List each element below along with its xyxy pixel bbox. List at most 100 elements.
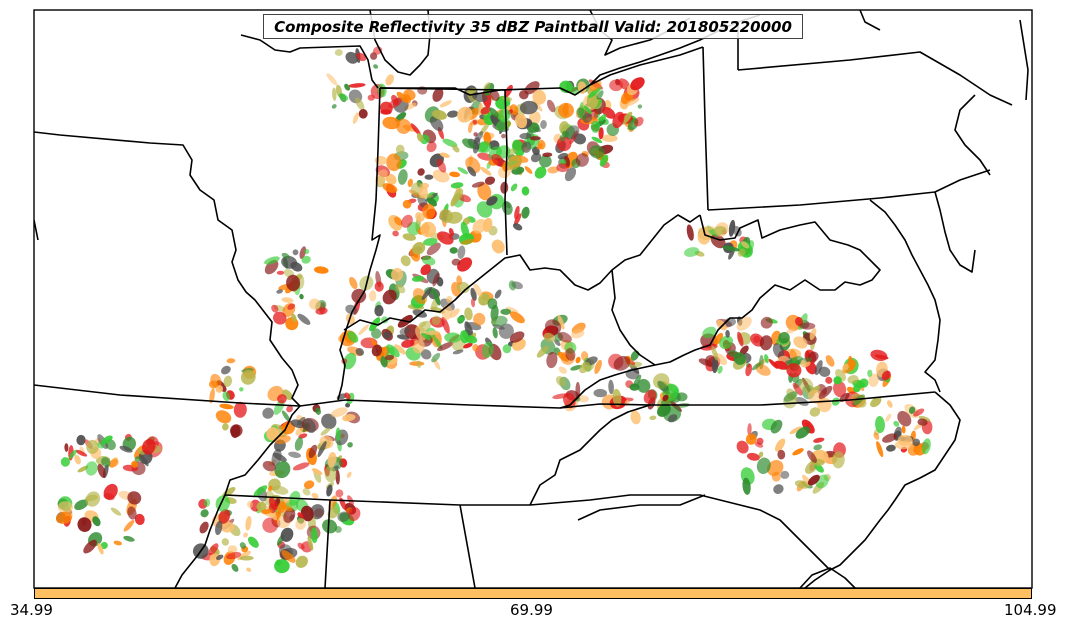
reflectivity-blob xyxy=(800,359,806,368)
reflectivity-blob xyxy=(489,107,499,118)
reflectivity-blob xyxy=(421,256,436,266)
reflectivity-blob xyxy=(83,539,97,554)
reflectivity-blob xyxy=(745,363,753,377)
reflectivity-blob xyxy=(472,218,488,234)
reflectivity-blob xyxy=(491,153,504,167)
reflectivity-blob xyxy=(209,388,215,404)
reflectivity-blob xyxy=(876,441,884,458)
reflectivity-blob xyxy=(209,551,221,567)
reflectivity-blob xyxy=(421,332,431,341)
reflectivity-blob xyxy=(85,461,98,476)
reflectivity-blob xyxy=(218,509,231,524)
reflectivity-blob xyxy=(407,178,413,188)
reflectivity-blob xyxy=(384,354,395,361)
reflectivity-blob xyxy=(420,349,432,360)
reflectivity-blob xyxy=(471,181,485,188)
reflectivity-blob xyxy=(281,252,290,259)
reflectivity-blob xyxy=(396,118,412,134)
reflectivity-blob xyxy=(327,507,339,519)
reflectivity-blob xyxy=(420,221,437,238)
reflectivity-blob xyxy=(612,111,625,129)
reflectivity-blob xyxy=(295,518,307,530)
colorbar-tick-min: 34.99 xyxy=(10,601,53,619)
reflectivity-blob xyxy=(795,316,803,327)
reflectivity-blob xyxy=(897,434,913,446)
reflectivity-blob xyxy=(562,102,569,117)
reflectivity-blob xyxy=(253,485,268,497)
reflectivity-blob xyxy=(247,536,259,548)
reflectivity-blob xyxy=(432,272,440,287)
reflectivity-blob xyxy=(208,380,218,389)
reflectivity-blob xyxy=(918,415,931,422)
reflectivity-blob xyxy=(608,379,614,395)
reflectivity-blob xyxy=(334,49,343,56)
reflectivity-blob xyxy=(77,517,92,532)
reflectivity-blob xyxy=(547,166,559,174)
reflectivity-blob xyxy=(382,183,398,193)
reflectivity-blob xyxy=(447,110,459,118)
reflectivity-blob xyxy=(404,94,411,104)
reflectivity-blob xyxy=(119,445,133,453)
reflectivity-blob xyxy=(330,407,348,418)
reflectivity-blob xyxy=(532,89,547,105)
reflectivity-blob xyxy=(290,419,306,429)
reflectivity-blob xyxy=(437,341,454,352)
reflectivity-blob xyxy=(457,106,473,123)
reflectivity-blob xyxy=(452,349,464,355)
reflectivity-blob xyxy=(807,474,820,486)
reflectivity-blob xyxy=(344,392,351,400)
reflectivity-blob xyxy=(226,551,242,560)
reflectivity-blob xyxy=(355,348,365,356)
reflectivity-blob xyxy=(873,432,880,440)
reflectivity-blob xyxy=(307,536,314,551)
reflectivity-blob xyxy=(917,418,928,426)
reflectivity-blob xyxy=(239,542,247,549)
reflectivity-blob xyxy=(423,238,438,246)
reflectivity-blob xyxy=(632,374,642,388)
reflectivity-blob xyxy=(556,136,572,152)
reflectivity-blob xyxy=(271,304,279,313)
reflectivity-blob xyxy=(575,356,581,364)
reflectivity-blob xyxy=(74,499,89,511)
reflectivity-blob xyxy=(713,332,724,346)
reflectivity-blob xyxy=(222,391,230,402)
reflectivity-blob xyxy=(300,505,314,522)
reflectivity-blob xyxy=(591,136,603,144)
reflectivity-blob xyxy=(315,307,328,315)
reflectivity-blob xyxy=(412,339,425,354)
reflectivity-blob xyxy=(450,182,464,189)
reflectivity-blob xyxy=(544,319,562,335)
reflectivity-blob xyxy=(344,83,351,91)
reflectivity-blob xyxy=(457,316,465,322)
reflectivity-blob xyxy=(274,559,290,574)
reflectivity-blob xyxy=(795,397,809,406)
reflectivity-blob xyxy=(401,214,413,228)
reflectivity-blob xyxy=(702,326,717,339)
reflectivity-blob xyxy=(519,132,532,140)
reflectivity-blob xyxy=(345,51,359,64)
reflectivity-blob xyxy=(818,385,833,399)
reflectivity-blob xyxy=(747,423,752,436)
reflectivity-blob xyxy=(500,308,512,315)
reflectivity-blob xyxy=(472,92,488,102)
reflectivity-blob xyxy=(100,541,108,550)
reflectivity-blob xyxy=(284,497,290,504)
reflectivity-blob xyxy=(870,396,882,408)
reflectivity-blob xyxy=(480,106,492,115)
reflectivity-blob xyxy=(68,449,77,459)
reflectivity-blob xyxy=(402,233,417,241)
reflectivity-blob xyxy=(215,554,224,560)
reflectivity-blob xyxy=(564,125,580,140)
reflectivity-blob xyxy=(433,336,443,350)
reflectivity-blob xyxy=(231,563,239,572)
colorbar-tick-max: 104.99 xyxy=(1004,601,1057,619)
reflectivity-blob xyxy=(134,513,145,525)
reflectivity-blob xyxy=(557,351,569,362)
reflectivity-blob xyxy=(630,410,641,425)
reflectivity-blob xyxy=(290,261,303,272)
reflectivity-blob xyxy=(134,456,141,462)
reflectivity-blob xyxy=(557,331,572,343)
reflectivity-blob xyxy=(262,517,279,533)
reflectivity-blob xyxy=(514,213,522,226)
reflectivity-blob xyxy=(452,144,460,153)
